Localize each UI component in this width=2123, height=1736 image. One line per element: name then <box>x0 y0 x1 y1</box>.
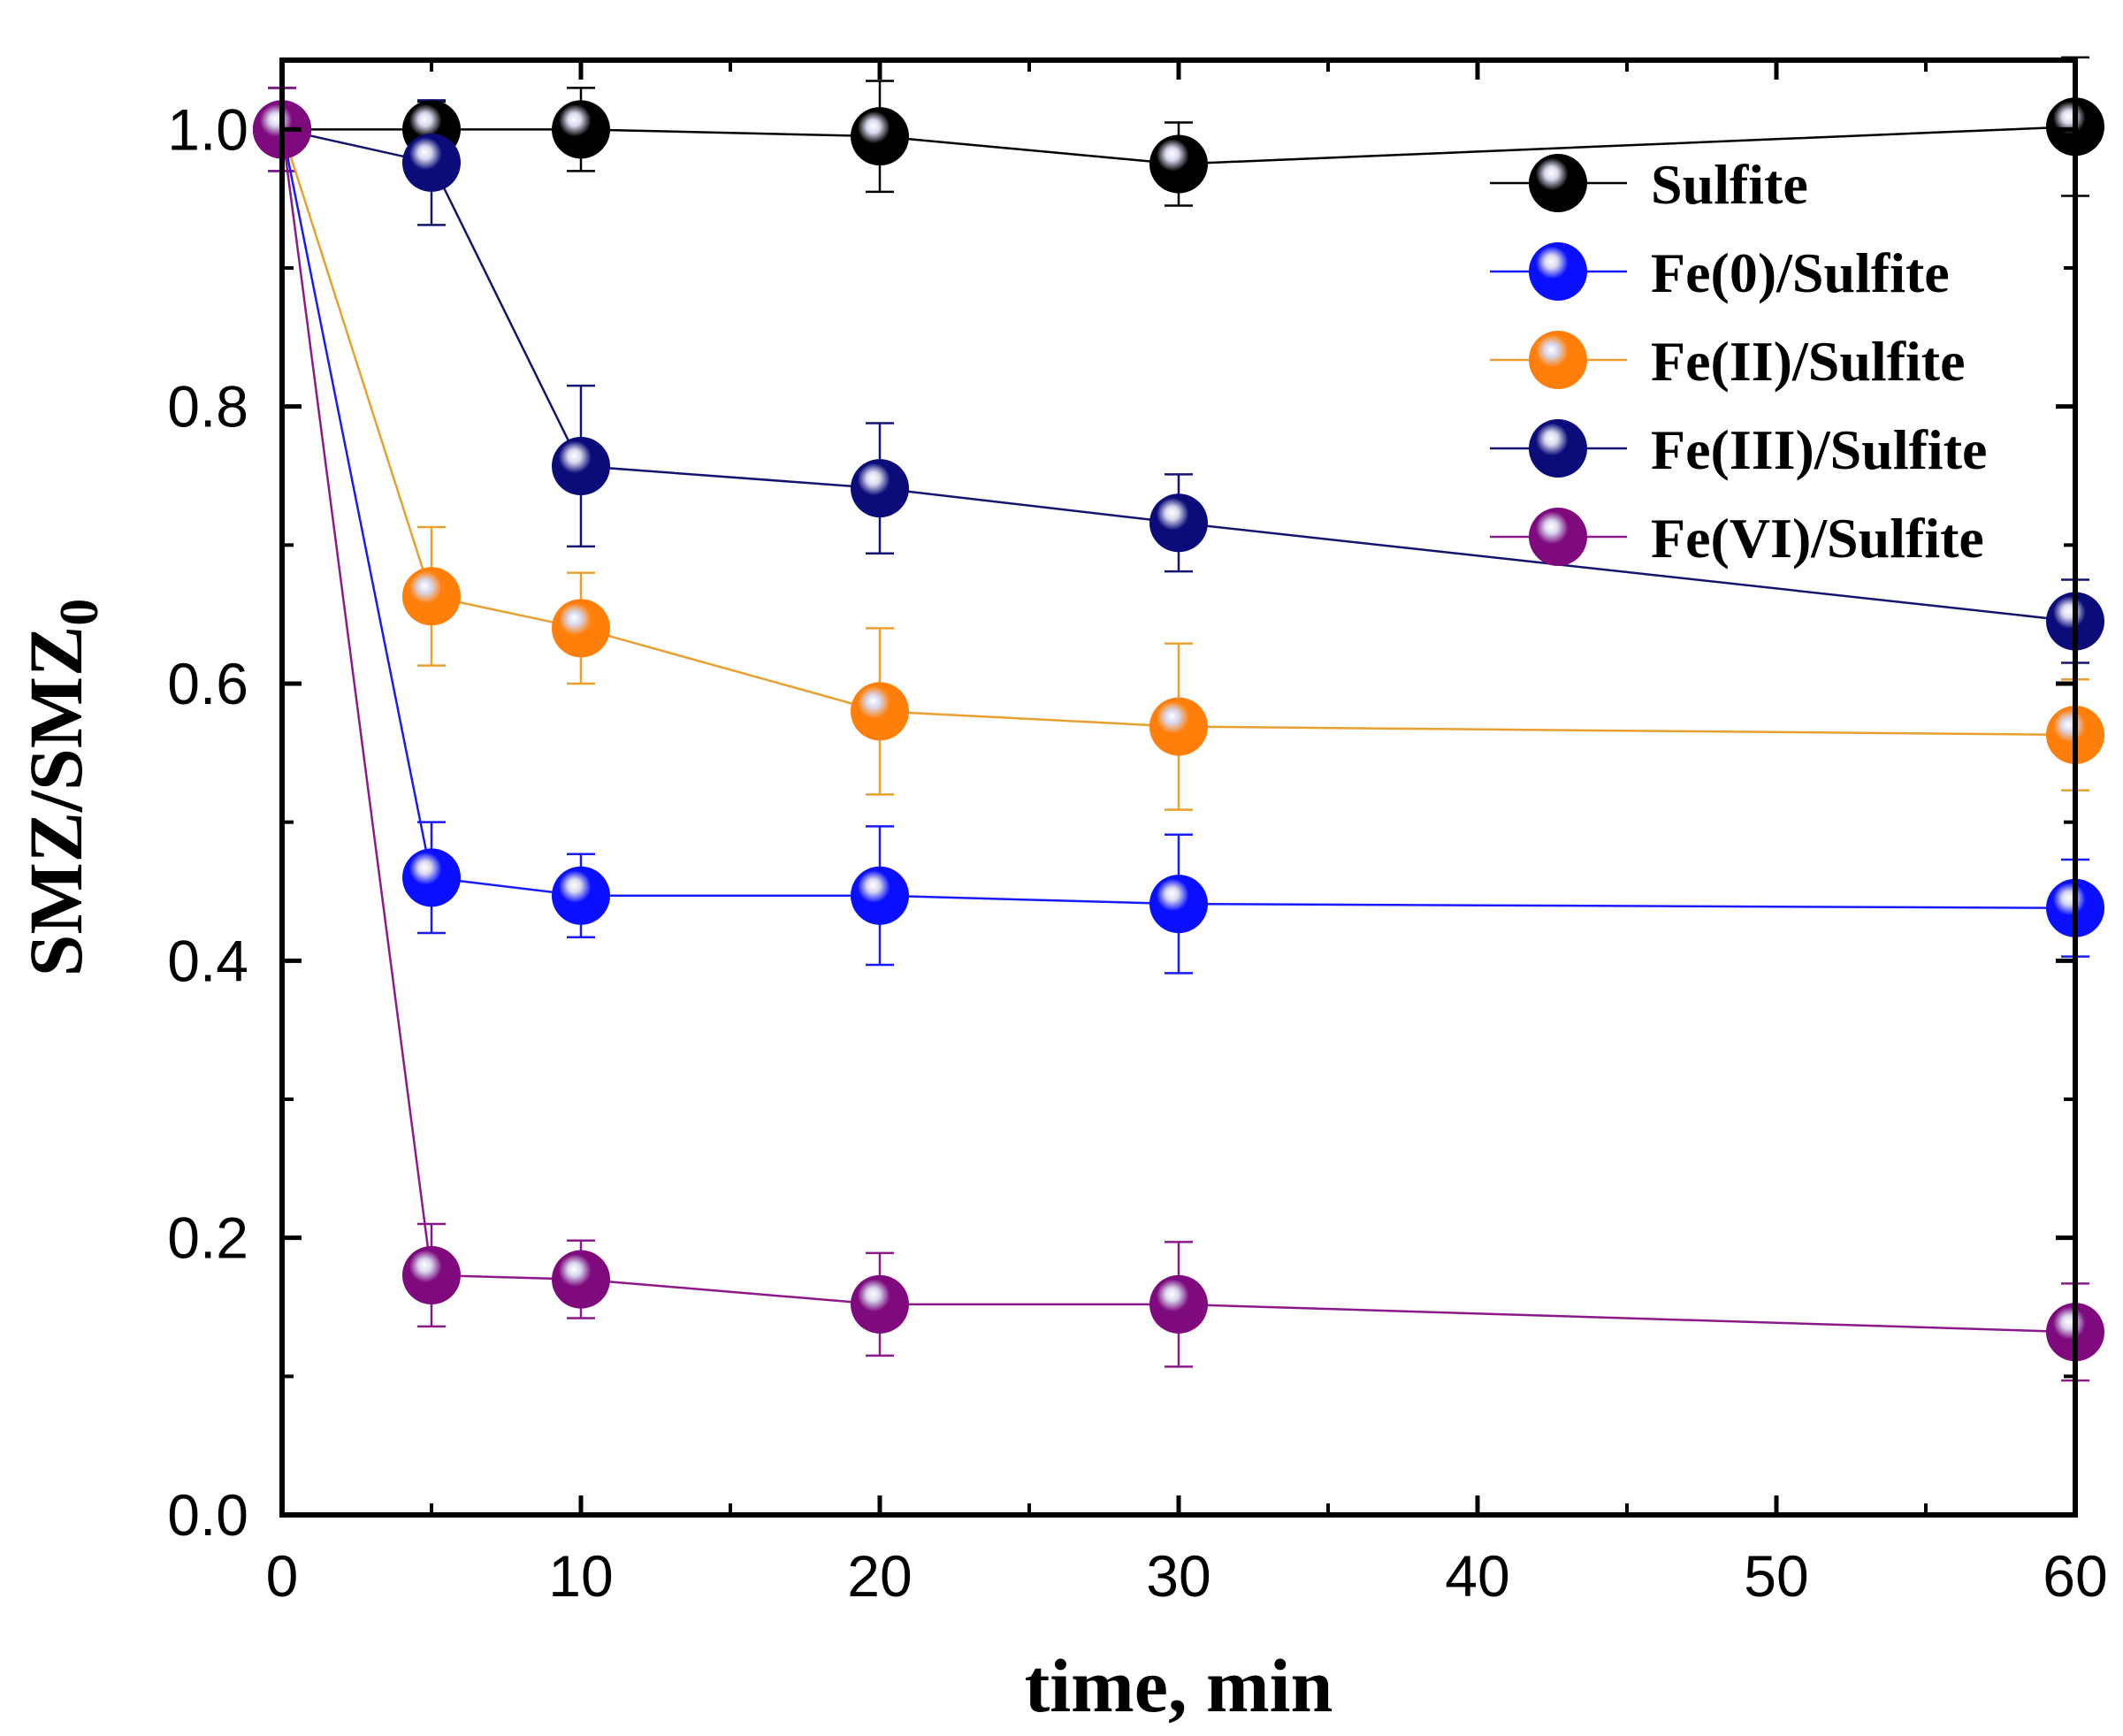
tick-labels-layer: 0 10 20 30 40 50 60 0.0 0.2 0.4 0.6 0.8 1.0 <box>167 96 2107 1609</box>
legend-marker <box>1529 154 1587 212</box>
legend-label: Fe(0)/Sulfite <box>1651 241 1950 304</box>
legend: Sulfite Fe(0)/Sulfite Fe(II)/Sulfite Fe(III… <box>1490 153 1987 570</box>
y-axis-title: SMZ/SMZ0 <box>13 599 110 977</box>
data-point <box>851 682 909 741</box>
legend-label: Fe(III)/Sulfite <box>1651 418 1987 481</box>
series-line <box>280 129 2076 910</box>
data-point <box>851 866 909 925</box>
data-point <box>402 1245 461 1304</box>
x-tick-label: 0 <box>266 1543 299 1609</box>
legend-marker <box>1529 508 1587 566</box>
series-line <box>280 128 2076 737</box>
data-point <box>851 107 909 166</box>
data-point <box>552 866 610 925</box>
x-tick-label: 30 <box>1146 1543 1210 1609</box>
legend-label: Fe(II)/Sulfite <box>1651 330 1966 393</box>
y-tick-label: 0.2 <box>167 1205 248 1271</box>
y-tick-label: 0.8 <box>167 374 248 440</box>
x-axis-title: time, min <box>1025 1643 1333 1728</box>
data-point <box>1149 697 1208 756</box>
data-point <box>1149 493 1208 553</box>
y-tick-label: 0.6 <box>167 651 248 716</box>
data-point <box>1149 875 1208 934</box>
ticks-layer <box>279 60 2078 1518</box>
legend-marker <box>1529 242 1587 301</box>
x-tick-label: 40 <box>1445 1543 1509 1609</box>
data-point <box>1149 1274 1208 1334</box>
legend-label: Sulfite <box>1651 153 1808 216</box>
data-point <box>851 1274 909 1334</box>
x-tick-label: 50 <box>1744 1543 1808 1609</box>
y-tick-label: 0.0 <box>167 1482 248 1548</box>
data-point <box>552 100 610 159</box>
y-tick-label: 0.4 <box>167 928 248 993</box>
y-axis-title-main: SMZ/SMZ <box>13 626 98 977</box>
x-tick-label: 60 <box>2043 1543 2107 1609</box>
data-point <box>402 133 461 192</box>
data-point <box>1149 134 1208 194</box>
legend-marker <box>1529 419 1587 478</box>
data-point <box>552 599 610 658</box>
data-point <box>402 567 461 626</box>
data-point <box>552 437 610 496</box>
legend-label: Fe(VI)/Sulfite <box>1651 507 1984 570</box>
data-point <box>402 848 461 907</box>
y-tick-label: 1.0 <box>167 96 248 162</box>
x-tick-label: 10 <box>548 1543 613 1609</box>
series-line <box>280 129 2076 1334</box>
legend-marker <box>1529 331 1587 389</box>
data-point <box>552 1250 610 1309</box>
data-point <box>851 459 909 518</box>
y-axis-title-subscript: 0 <box>50 599 110 626</box>
x-tick-label: 20 <box>847 1543 912 1609</box>
